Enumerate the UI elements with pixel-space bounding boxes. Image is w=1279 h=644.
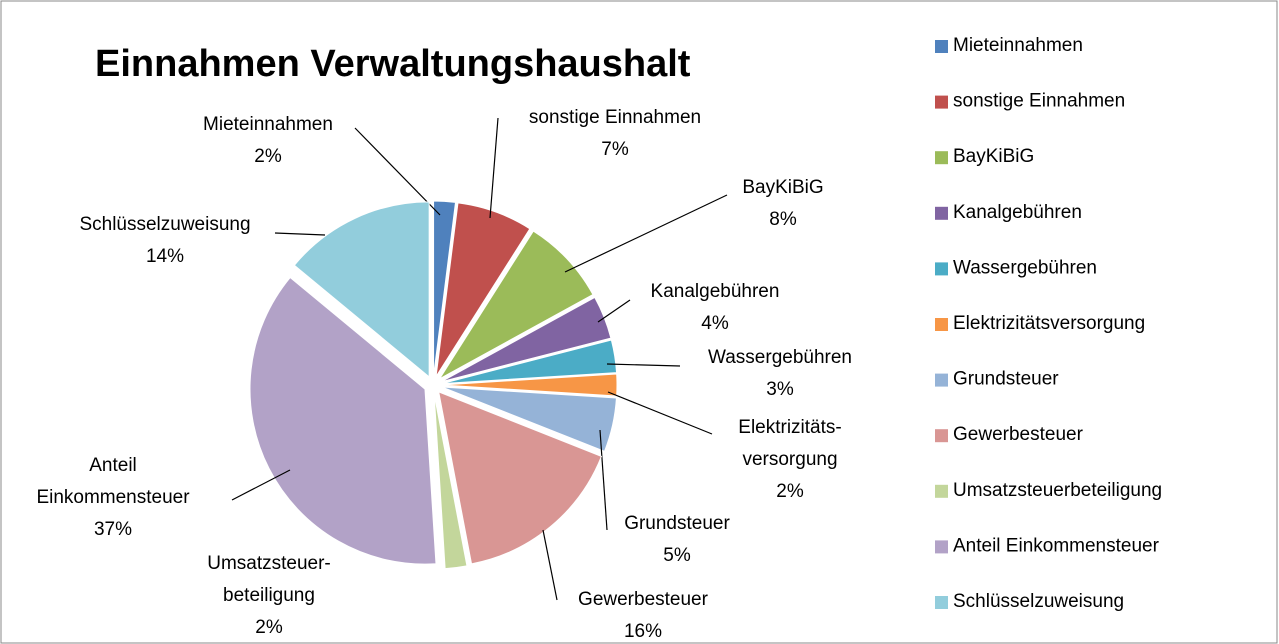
data-label-value: 16%	[624, 621, 662, 642]
data-label-name: BayKiBiG	[742, 177, 823, 198]
pie-slice	[435, 202, 531, 377]
data-label-name: Anteil	[89, 455, 137, 476]
legend-label: Elektrizitätsversorgung	[953, 313, 1145, 334]
leader-line	[489, 117, 499, 219]
legend-label: Wassergebühren	[953, 257, 1097, 278]
data-label-value: 2%	[255, 617, 283, 638]
legend-label: Umsatzsteuerbeteiligung	[953, 480, 1162, 501]
data-label-name: Wassergebühren	[708, 347, 852, 368]
legend-swatch	[935, 206, 948, 220]
legend-label: Grundsteuer	[953, 369, 1059, 390]
pie-slice	[433, 200, 457, 377]
legend-swatch	[935, 151, 948, 165]
pie-slice	[439, 230, 594, 380]
legend-swatch	[935, 373, 948, 387]
pie-slice	[438, 391, 603, 565]
legend-label: Gewerbesteuer	[953, 424, 1084, 445]
pie-slice	[441, 339, 618, 385]
pie-slice	[249, 276, 437, 565]
data-label-value: 7%	[601, 139, 629, 160]
data-label-name: sonstige Einnahmen	[529, 107, 701, 128]
leader-line	[542, 529, 558, 601]
leader-line	[354, 127, 441, 216]
data-label-value: 4%	[701, 313, 729, 334]
data-label-name: Gewerbesteuer	[578, 589, 709, 610]
data-label-name: Mieteinnahmen	[203, 114, 333, 135]
legend-swatch	[935, 429, 948, 443]
leader-line	[274, 232, 326, 236]
leader-line	[607, 391, 713, 435]
legend-label: sonstige Einnahmen	[953, 91, 1125, 112]
legend-label: Mieteinnahmen	[953, 35, 1083, 56]
leader-line	[599, 429, 608, 531]
data-label-name: Grundsteuer	[624, 513, 730, 534]
legend-label: Anteil Einkommensteuer	[953, 535, 1160, 556]
data-label-name: beteiligung	[223, 585, 315, 606]
data-label-value: 5%	[663, 545, 691, 566]
data-label-name: Einkommensteuer	[36, 487, 190, 508]
data-label-value: 2%	[254, 146, 282, 167]
leader-line	[606, 363, 681, 367]
data-label-value: 8%	[769, 209, 797, 230]
leader-line	[564, 194, 728, 273]
legend-swatch	[935, 262, 948, 276]
legend-swatch	[935, 596, 948, 609]
data-label-name: Kanalgebühren	[651, 281, 780, 302]
data-label-value: 3%	[766, 379, 794, 400]
chart-title: Einnahmen Verwaltungshaushalt	[95, 43, 691, 85]
leader-line	[231, 469, 291, 501]
pie-slice	[433, 393, 468, 570]
data-label-value: 14%	[146, 246, 184, 267]
data-label-name: versorgung	[742, 449, 837, 470]
pie-slice	[441, 386, 617, 453]
data-label-value: 37%	[94, 519, 132, 540]
legend-swatch	[935, 40, 948, 53]
legend-swatch	[935, 95, 948, 109]
legend-swatch	[935, 540, 948, 554]
legend-swatch	[935, 318, 948, 331]
leader-line	[597, 299, 631, 323]
data-label-value: 2%	[776, 481, 804, 502]
legend-label: Schlüsselzuweisung	[953, 591, 1124, 612]
data-label-name: Schlüsselzuweisung	[79, 214, 250, 235]
legend-label: Kanalgebühren	[953, 202, 1082, 223]
data-label-name: Umsatzsteuer-	[207, 553, 331, 574]
legend-label: BayKiBiG	[953, 146, 1034, 167]
data-label-name: Elektrizitäts-	[738, 417, 841, 438]
legend-swatch	[935, 484, 948, 498]
pie-slice	[293, 201, 430, 378]
